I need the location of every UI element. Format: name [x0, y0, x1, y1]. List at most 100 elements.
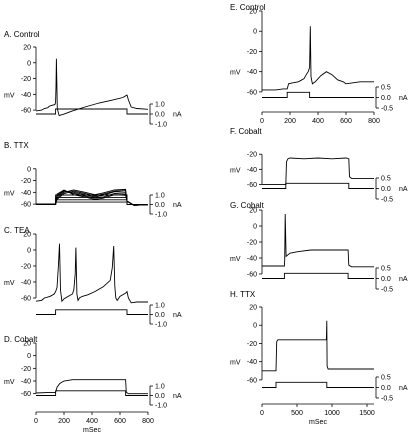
- current-step-trace: [262, 272, 374, 279]
- panel-title: F. Cobalt: [230, 127, 262, 136]
- time-tick-label: 500: [291, 410, 303, 417]
- current-tick-label: 0.0: [381, 276, 391, 283]
- panel-title: A. Control: [4, 30, 40, 39]
- current-tick-label: 0.0: [155, 202, 165, 209]
- voltage-tick-label: 20: [23, 341, 31, 348]
- voltage-tick-label: -20: [21, 76, 31, 83]
- current-tick-label: -1.0: [155, 403, 167, 410]
- current-tick-label: 0.0: [155, 312, 165, 319]
- voltage-unit-label: mV: [230, 360, 241, 367]
- current-step-trace: [36, 390, 148, 396]
- voltage-tick-label: -20: [21, 264, 31, 271]
- voltage-trace: [262, 320, 374, 372]
- current-tick-label: 0.0: [381, 186, 391, 193]
- panel-b: B. TTX 0 -20 -40 -60 mV 1.0 0.0 nA -1.0: [4, 141, 182, 219]
- current-tick-label: 0.0: [155, 393, 165, 400]
- voltage-tick-label: -40: [21, 92, 31, 99]
- time-tick-label: 200: [284, 118, 296, 125]
- time-tick-label: 1500: [359, 410, 375, 417]
- voltage-tick-label: 0: [27, 60, 31, 67]
- voltage-trace: [262, 213, 374, 268]
- panel-title: H. TTX: [230, 290, 256, 299]
- current-step-trace: [36, 108, 148, 115]
- voltage-tick-label: -40: [21, 280, 31, 287]
- time-tick-label: 200: [58, 418, 70, 425]
- panel-title: C. TEA: [4, 226, 30, 235]
- voltage-unit-label: mV: [4, 280, 15, 287]
- time-tick-label: 800: [142, 418, 154, 425]
- voltage-tick-label: -40: [247, 359, 257, 366]
- voltage-tick-label: -40: [247, 69, 257, 76]
- time-axis-label: mSec: [309, 419, 327, 426]
- current-unit-label: nA: [399, 385, 408, 392]
- current-tick-label: 0.5: [381, 266, 391, 273]
- current-tick-label: 0.5: [381, 375, 391, 382]
- voltage-tick-label: -60: [247, 272, 257, 279]
- voltage-tick-label: -40: [247, 167, 257, 174]
- voltage-trace: [35, 243, 148, 304]
- current-tick-label: -1.0: [155, 322, 167, 329]
- current-tick-label: -0.5: [381, 197, 393, 204]
- current-tick-label: 0.0: [381, 95, 391, 102]
- voltage-unit-label: mV: [4, 92, 15, 99]
- current-step-trace: [36, 309, 148, 315]
- voltage-tick-label: -20: [247, 152, 257, 159]
- current-tick-label: -0.5: [381, 106, 393, 113]
- voltage-tick-label: -40: [21, 190, 31, 197]
- voltage-tick-label: 0: [27, 353, 31, 360]
- voltage-tick-label: -20: [21, 366, 31, 373]
- panel-f: F. Cobalt -20 -40 -60 mV 0.5 0.0 nA -0.5: [230, 127, 408, 204]
- voltage-tick-label: -40: [21, 379, 31, 386]
- voltage-tick-label: 20: [23, 232, 31, 239]
- current-tick-label: -1.0: [155, 212, 167, 219]
- current-unit-label: nA: [173, 112, 182, 119]
- time-tick-label: 0: [260, 118, 264, 125]
- current-tick-label: 0.0: [381, 385, 391, 392]
- current-step-trace: [36, 194, 148, 205]
- current-tick-label: -1.0: [155, 122, 167, 129]
- voltage-trace: [35, 58, 149, 117]
- current-tick-label: -0.5: [381, 396, 393, 403]
- current-unit-label: nA: [173, 312, 182, 319]
- panel-h: H. TTX 20 0 -20 -40 -60 mV 0.5 0.0 nA -0.5 0 500 1000…: [230, 290, 408, 426]
- panel-a: A. Control 20 0 -20 -40 -60 mV 1.0 0.0 nA -1.0: [4, 30, 182, 129]
- time-tick-label: 0: [260, 410, 264, 417]
- time-axis-label: mSec: [83, 427, 101, 433]
- current-tick-label: -0.5: [381, 287, 393, 294]
- voltage-tick-label: 0: [253, 29, 257, 36]
- voltage-tick-label: -40: [247, 256, 257, 263]
- current-unit-label: nA: [173, 393, 182, 400]
- current-tick-label: 0.0: [155, 112, 165, 119]
- voltage-tick-label: -20: [247, 49, 257, 56]
- voltage-tick-label: 20: [249, 208, 257, 215]
- voltage-tick-label: 0: [27, 248, 31, 255]
- voltage-unit-label: mV: [230, 70, 241, 77]
- panel-title: E. Control: [230, 3, 266, 12]
- time-tick-label: 600: [114, 418, 126, 425]
- voltage-trace: [36, 190, 149, 206]
- voltage-trace: [262, 26, 374, 91]
- voltage-tick-label: 0: [27, 166, 31, 173]
- current-tick-label: 0.5: [381, 176, 391, 183]
- time-tick-label: 400: [312, 118, 324, 125]
- voltage-unit-label: mV: [4, 190, 15, 197]
- voltage-unit-label: mV: [230, 167, 241, 174]
- voltage-trace: [262, 157, 374, 185]
- current-unit-label: nA: [399, 186, 408, 193]
- panel-title: B. TTX: [4, 141, 29, 150]
- voltage-tick-label: -20: [247, 341, 257, 348]
- voltage-tick-label: 0: [253, 224, 257, 231]
- voltage-unit-label: mV: [230, 256, 241, 263]
- voltage-unit-label: mV: [4, 379, 15, 386]
- voltage-trace: [35, 379, 148, 395]
- current-tick-label: 1.0: [155, 193, 165, 200]
- voltage-tick-label: -60: [21, 202, 31, 209]
- current-unit-label: nA: [399, 276, 408, 283]
- voltage-tick-label: -60: [247, 377, 257, 384]
- time-tick-label: 800: [368, 118, 380, 125]
- current-step-trace: [262, 91, 374, 98]
- current-tick-label: 1.0: [155, 384, 165, 391]
